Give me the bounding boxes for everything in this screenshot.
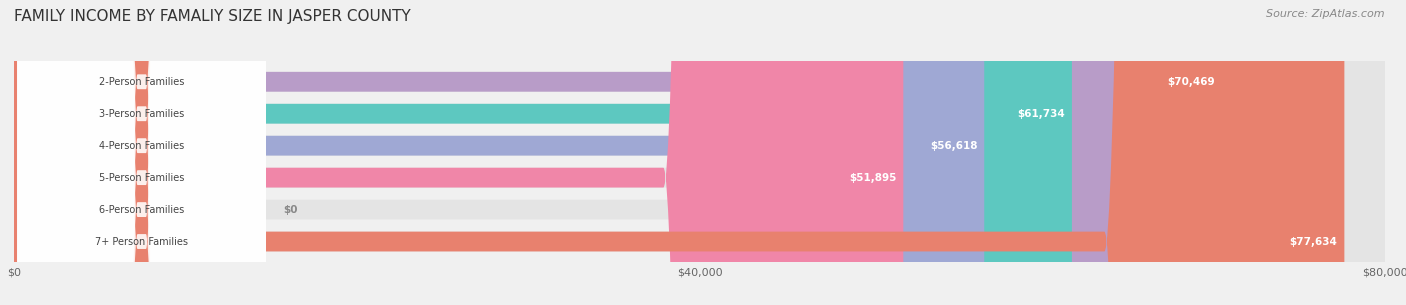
Text: $51,895: $51,895 — [849, 173, 897, 183]
FancyBboxPatch shape — [17, 0, 266, 305]
Text: 3-Person Families: 3-Person Families — [98, 109, 184, 119]
FancyBboxPatch shape — [14, 0, 1385, 305]
Text: 4-Person Families: 4-Person Families — [98, 141, 184, 151]
Text: 5-Person Families: 5-Person Families — [98, 173, 184, 183]
Text: 6-Person Families: 6-Person Families — [98, 205, 184, 215]
FancyBboxPatch shape — [17, 0, 266, 305]
Text: $77,634: $77,634 — [1289, 237, 1337, 246]
FancyBboxPatch shape — [17, 0, 266, 305]
FancyBboxPatch shape — [17, 0, 266, 305]
Text: $0: $0 — [283, 205, 298, 215]
Text: 2-Person Families: 2-Person Families — [98, 77, 184, 87]
FancyBboxPatch shape — [17, 0, 266, 305]
FancyBboxPatch shape — [14, 0, 1385, 305]
Text: Source: ZipAtlas.com: Source: ZipAtlas.com — [1267, 9, 1385, 19]
Text: $56,618: $56,618 — [929, 141, 977, 151]
FancyBboxPatch shape — [14, 0, 1385, 305]
FancyBboxPatch shape — [14, 0, 1385, 305]
FancyBboxPatch shape — [14, 0, 984, 305]
FancyBboxPatch shape — [17, 0, 266, 305]
Text: $61,734: $61,734 — [1018, 109, 1066, 119]
FancyBboxPatch shape — [14, 0, 1385, 305]
FancyBboxPatch shape — [14, 0, 1071, 305]
FancyBboxPatch shape — [14, 0, 1344, 305]
Text: 7+ Person Families: 7+ Person Families — [96, 237, 188, 246]
Text: $70,469: $70,469 — [1167, 77, 1215, 87]
FancyBboxPatch shape — [14, 0, 903, 305]
Text: FAMILY INCOME BY FAMALIY SIZE IN JASPER COUNTY: FAMILY INCOME BY FAMALIY SIZE IN JASPER … — [14, 9, 411, 24]
FancyBboxPatch shape — [14, 0, 1385, 305]
FancyBboxPatch shape — [14, 0, 1222, 305]
